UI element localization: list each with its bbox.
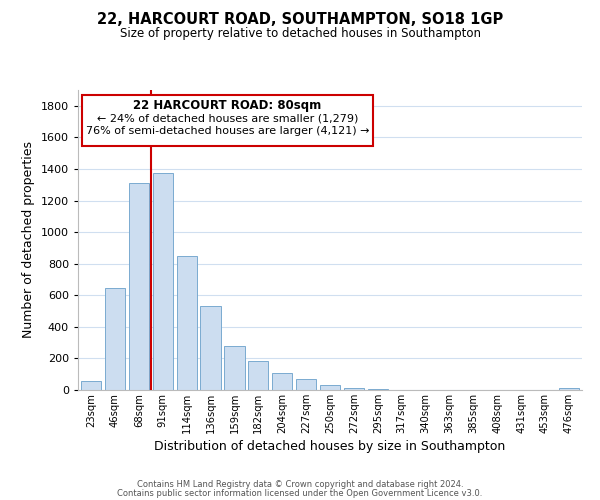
Text: Contains HM Land Registry data © Crown copyright and database right 2024.: Contains HM Land Registry data © Crown c…: [137, 480, 463, 489]
Bar: [559, 388, 579, 390]
Bar: [152, 173, 173, 390]
Y-axis label: Number of detached properties: Number of detached properties: [22, 142, 35, 338]
Text: 22, HARCOURT ROAD, SOUTHAMPTON, SO18 1GP: 22, HARCOURT ROAD, SOUTHAMPTON, SO18 1GP: [97, 12, 503, 28]
Bar: [224, 346, 245, 390]
Bar: [176, 256, 197, 390]
Bar: [200, 306, 221, 390]
Bar: [344, 388, 364, 390]
Text: Contains public sector information licensed under the Open Government Licence v3: Contains public sector information licen…: [118, 488, 482, 498]
Text: Size of property relative to detached houses in Southampton: Size of property relative to detached ho…: [119, 28, 481, 40]
Bar: [129, 183, 149, 390]
Bar: [272, 374, 292, 390]
Bar: [248, 361, 268, 390]
Text: 76% of semi-detached houses are larger (4,121) →: 76% of semi-detached houses are larger (…: [86, 126, 369, 136]
Bar: [296, 380, 316, 390]
Bar: [368, 388, 388, 390]
Bar: [81, 382, 101, 390]
Text: ← 24% of detached houses are smaller (1,279): ← 24% of detached houses are smaller (1,…: [97, 114, 358, 124]
X-axis label: Distribution of detached houses by size in Southampton: Distribution of detached houses by size …: [154, 440, 506, 453]
Bar: [105, 288, 125, 390]
Bar: [320, 386, 340, 390]
Text: 22 HARCOURT ROAD: 80sqm: 22 HARCOURT ROAD: 80sqm: [133, 98, 322, 112]
